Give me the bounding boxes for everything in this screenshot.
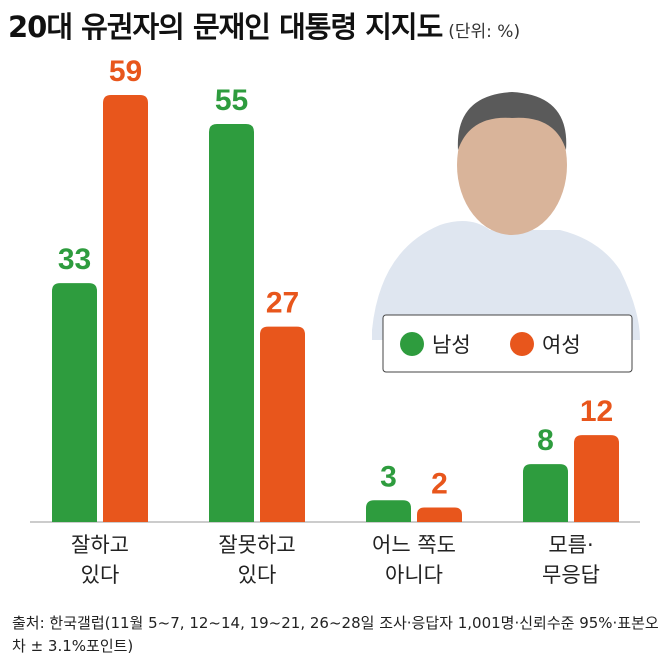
- x-tick-label: 모름· 무응답: [542, 533, 600, 587]
- bar: [52, 283, 97, 522]
- value-label: 3: [380, 460, 397, 493]
- portrait-shirt: [372, 221, 640, 340]
- chart-title: 20대 유권자의 문재인 대통령 지지도: [8, 10, 443, 44]
- bar: [366, 500, 411, 522]
- value-label: 2: [431, 468, 448, 501]
- value-label: 55: [215, 84, 248, 117]
- value-label: 33: [58, 243, 91, 276]
- source-note: 출처: 한국갤럽(11월 5~7, 12~14, 19~21, 26~28일 조…: [12, 614, 659, 655]
- portrait: [372, 92, 640, 373]
- x-tick-label: 잘하고 있다: [71, 533, 129, 587]
- legend-box: [382, 314, 633, 373]
- bar: [574, 435, 619, 522]
- portrait-hair: [457, 92, 567, 150]
- legend-label: 여성: [542, 333, 581, 357]
- value-label: 12: [580, 395, 613, 428]
- value-label: 8: [537, 424, 554, 457]
- title-block: 20대 유권자의 문재인 대통령 지지도 (단위: %): [8, 4, 520, 46]
- bar: [417, 507, 462, 522]
- x-tick-label: 어느 쪽도 아니다: [372, 533, 456, 587]
- legend-swatch: [510, 332, 534, 356]
- bar: [209, 123, 254, 522]
- chart-subtitle: (단위: %): [448, 22, 521, 42]
- value-label: 59: [109, 55, 142, 88]
- value-label: 27: [266, 287, 299, 320]
- legend-swatch: [400, 332, 424, 356]
- legend-label: 남성: [432, 333, 471, 357]
- bar: [103, 95, 148, 522]
- bar: [260, 326, 305, 522]
- x-tick-label: 잘못하고 있다: [218, 533, 296, 587]
- bar: [523, 464, 568, 522]
- portrait-face: [457, 95, 567, 235]
